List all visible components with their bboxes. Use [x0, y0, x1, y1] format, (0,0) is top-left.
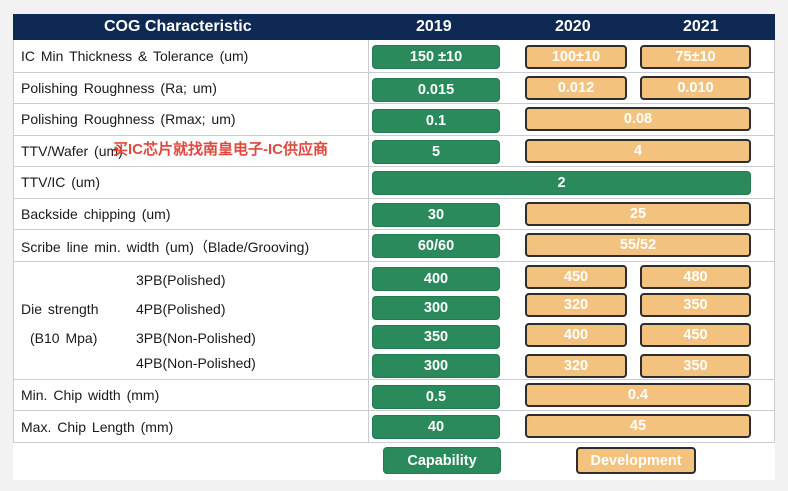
value-backside-2020-2021: 25 [525, 202, 751, 226]
legend-capability: Capability [383, 447, 501, 474]
header-year-2020: 2020 [555, 18, 591, 35]
grid-line [13, 40, 14, 442]
value-rmax-2020-2021: 0.08 [525, 107, 751, 131]
legend-development: Development [576, 447, 696, 474]
grid-line [13, 410, 775, 411]
value-ttv-wafer-2019: 5 [372, 140, 500, 164]
value-3pb-non-polished-2021: 450 [640, 323, 751, 347]
value-4pb-non-polished-2020: 320 [525, 354, 627, 378]
value-chip-length-2020-2021: 45 [525, 414, 751, 438]
grid-line [368, 40, 369, 442]
value-3pb-non-polished-2019: 350 [372, 325, 500, 349]
value-ra-2019: 0.015 [372, 78, 500, 102]
grid-line [13, 166, 775, 167]
value-4pb-polished-2021: 350 [640, 293, 751, 317]
value-ttv-ic-all: 2 [372, 171, 751, 195]
header-title: COG Characteristic [104, 18, 252, 35]
value-chip-length-2019: 40 [372, 415, 500, 439]
value-ic-thickness-2020: 100±10 [525, 45, 627, 69]
grid-line [13, 229, 775, 230]
sub-label-4pb-polished: 4PB(Polished) [136, 301, 226, 317]
value-ra-2020: 0.012 [525, 76, 627, 100]
sub-label-3pb-non-polished: 3PB(Non-Polished) [136, 330, 256, 346]
grid-line [13, 103, 775, 104]
value-3pb-non-polished-2020: 400 [525, 323, 627, 347]
value-scribe-2020-2021: 55/52 [525, 233, 751, 257]
row-label-ttv-wafer: TTV/Wafer (um) [21, 143, 123, 159]
value-3pb-polished-2020: 450 [525, 265, 627, 289]
grid-line [13, 261, 775, 262]
grid-line [13, 379, 775, 380]
row-label-die-strength: Die strength [21, 301, 99, 317]
sub-label-3pb-polished: 3PB(Polished) [136, 272, 226, 288]
value-backside-2019: 30 [372, 203, 500, 227]
value-4pb-non-polished-2021: 350 [640, 354, 751, 378]
row-label-ic-thickness: IC Min Thickness & Tolerance (um) [21, 48, 249, 64]
row-label-ra: Polishing Roughness (Ra; um) [21, 80, 217, 96]
value-rmax-2019: 0.1 [372, 109, 500, 133]
sub-label-4pb-non-polished: 4PB(Non-Polished) [136, 355, 256, 371]
row-label-die-unit: (B10 Mpa) [30, 330, 98, 346]
value-ic-thickness-2019: 150 ±10 [372, 45, 500, 69]
value-ic-thickness-2021: 75±10 [640, 45, 751, 69]
value-scribe-2019: 60/60 [372, 234, 500, 258]
grid-line [13, 198, 775, 199]
cog-table: COG Characteristic 2019 2020 2021 IC Min… [13, 14, 775, 480]
header-year-2021: 2021 [683, 18, 719, 35]
grid-line [13, 72, 775, 73]
table-header: COG Characteristic 2019 2020 2021 [13, 14, 775, 40]
grid-line [13, 442, 775, 443]
row-label-scribe: Scribe line min. width (um)（Blade/Groovi… [21, 239, 310, 255]
value-4pb-non-polished-2019: 300 [372, 354, 500, 378]
value-ttv-wafer-2020-2021: 4 [525, 139, 751, 163]
value-ra-2021: 0.010 [640, 76, 751, 100]
grid-line [774, 40, 775, 442]
row-label-chip-length: Max. Chip Length (mm) [21, 419, 174, 435]
watermark-text: 买IC芯片就找南皇电子-IC供应商 [113, 141, 328, 158]
grid-line [13, 135, 775, 136]
value-3pb-polished-2019: 400 [372, 267, 500, 291]
value-chip-width-2020-2021: 0.4 [525, 383, 751, 407]
row-label-backside: Backside chipping (um) [21, 206, 171, 222]
row-label-chip-width: Min. Chip width (mm) [21, 387, 160, 403]
value-chip-width-2019: 0.5 [372, 385, 500, 409]
header-year-2019: 2019 [416, 18, 452, 35]
row-label-ttv-ic: TTV/IC (um) [21, 174, 100, 190]
row-label-rmax: Polishing Roughness (Rmax; um) [21, 111, 236, 127]
value-4pb-polished-2019: 300 [372, 296, 500, 320]
value-4pb-polished-2020: 320 [525, 293, 627, 317]
value-3pb-polished-2021: 480 [640, 265, 751, 289]
